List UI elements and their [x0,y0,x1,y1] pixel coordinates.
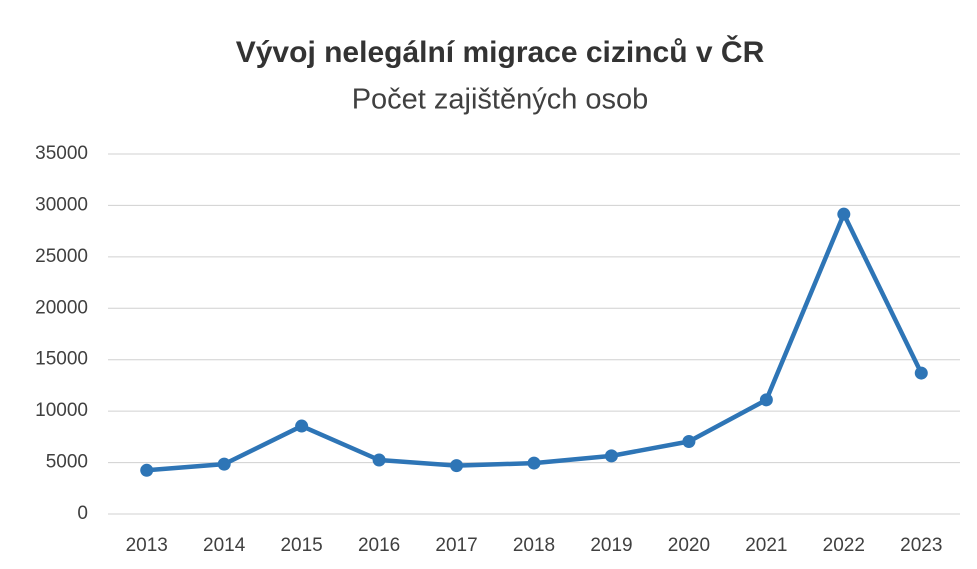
data-point [914,366,928,380]
y-tick-label: 15000 [35,349,88,370]
x-tick-label: 2017 [435,535,477,556]
x-tick-label: 2014 [203,535,246,556]
y-tick-label: 35000 [35,143,88,164]
y-tick-label: 10000 [35,400,88,421]
x-tick-label: 2015 [280,535,322,556]
y-tick-label: 30000 [35,194,88,215]
data-point [527,456,541,470]
y-tick-label: 25000 [35,246,88,267]
x-tick-label: 2021 [745,535,787,556]
data-point [604,449,618,463]
x-tick-label: 2023 [900,535,942,556]
data-point [295,419,309,433]
y-tick-label: 20000 [35,297,88,318]
x-tick-label: 2022 [823,535,865,556]
x-tick-label: 2013 [126,535,168,556]
x-tick-label: 2020 [668,535,710,556]
data-point [140,463,154,477]
data-point [837,207,851,221]
data-point [759,393,773,407]
chart-title: Vývoj nelegální migrace cizinců v ČR [236,35,765,69]
data-point [450,459,464,473]
y-tick-label: 0 [77,503,88,524]
x-tick-label: 2016 [358,535,400,556]
data-point [682,434,696,448]
data-point [372,453,386,467]
x-tick-label: 2019 [590,535,632,556]
data-point [217,457,231,471]
y-tick-label: 5000 [46,452,88,473]
x-tick-label: 2018 [513,535,555,556]
chart-subtitle: Počet zajištěných osob [352,84,649,116]
